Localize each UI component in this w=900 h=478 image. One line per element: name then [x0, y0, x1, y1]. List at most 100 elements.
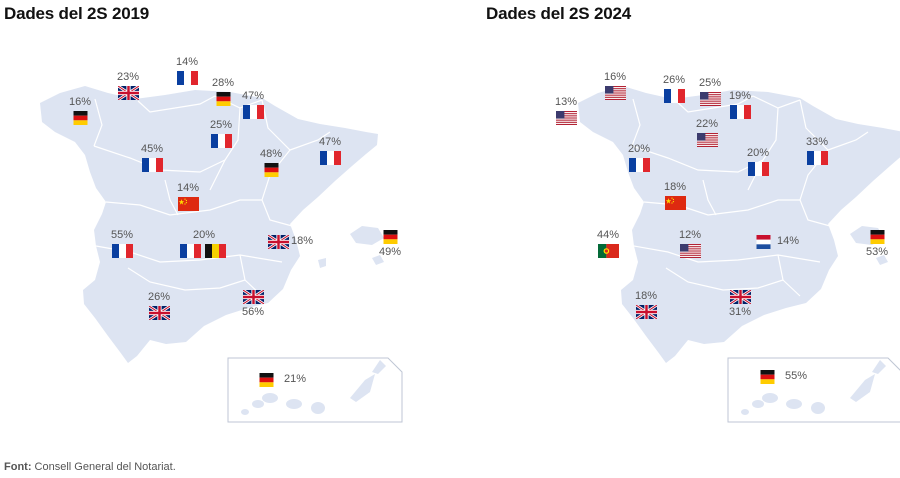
marker-2019-5: 25%	[206, 119, 236, 151]
balearic-mallorca-2019	[350, 226, 384, 245]
flag-icon	[867, 230, 888, 244]
marker-2024-5: 22%	[692, 118, 722, 150]
marker-pct: 22%	[695, 118, 719, 130]
source-text: Consell General del Notariat.	[31, 461, 176, 473]
marker-pct: 18%	[634, 290, 658, 302]
marker-pct: 53%	[865, 246, 889, 258]
panel-title-2019: Dades del 2S 2019	[4, 4, 149, 23]
marker-pct: 31%	[728, 306, 752, 318]
map-2019	[40, 86, 403, 423]
balearic-ibiza-2019	[318, 258, 326, 268]
marker-2019-8: 47%	[315, 136, 345, 168]
marker-2019-15: 18%	[263, 235, 323, 267]
marker-2019-7: 48%	[256, 148, 286, 180]
marker-pct: 47%	[318, 136, 342, 148]
marker-pct: 47%	[241, 90, 265, 102]
marker-pct: 19%	[728, 90, 752, 102]
flag-icon-belgium	[205, 244, 226, 258]
flag-icon	[665, 196, 686, 210]
marker-2024-6: 20%	[624, 143, 654, 175]
marker-2024-3: 13%	[551, 96, 581, 128]
marker-pct: 21%	[284, 373, 307, 385]
flag-icon	[753, 235, 774, 249]
flag-icon	[629, 158, 650, 172]
flag-icon	[748, 162, 769, 176]
marker-pct: 14%	[175, 56, 199, 68]
marker-pct: 14%	[777, 235, 800, 247]
flag-icon	[243, 105, 264, 119]
marker-2019-4: 47%	[238, 90, 268, 122]
marker-pct: 16%	[603, 71, 627, 83]
flag-icon	[680, 244, 701, 258]
balearic-menorca-2024	[876, 255, 888, 265]
flag-icon	[180, 244, 201, 258]
marker-2019-3: 16%	[65, 96, 95, 128]
marker-2019-16: 21%	[251, 373, 311, 405]
balearic-ibiza-2024	[820, 258, 828, 268]
marker-pct: 18%	[663, 181, 687, 193]
marker-2024-9: 18%	[660, 181, 690, 213]
flag-icon	[757, 370, 778, 384]
marker-pct: 55%	[110, 229, 134, 241]
marker-2019-9: 14%	[173, 182, 203, 214]
marker-2019-1: 23%	[113, 71, 143, 103]
marker-2024-13: 31%	[725, 289, 755, 321]
marker-2019-10: 55%	[107, 229, 137, 261]
marker-2024-0: 16%	[600, 71, 630, 103]
marker-2019-0: 14%	[172, 56, 202, 88]
marker-pct: 20%	[746, 147, 770, 159]
marker-2024-7: 20%	[743, 147, 773, 179]
source-note: Font: Consell General del Notariat.	[4, 461, 176, 473]
marker-pct: 25%	[209, 119, 233, 131]
marker-pct: 20%	[192, 229, 216, 241]
marker-pct: 48%	[259, 148, 283, 160]
flag-icon	[700, 92, 721, 106]
marker-pct: 33%	[805, 136, 829, 148]
region-borders-2019	[93, 95, 331, 297]
flag-icon	[149, 306, 170, 320]
marker-2024-4: 19%	[725, 90, 755, 122]
flag-icon	[636, 305, 657, 319]
flag-icon	[697, 133, 718, 147]
marker-2019-13: 56%	[238, 289, 268, 321]
flag-icon	[142, 158, 163, 172]
flag-icon	[320, 151, 341, 165]
marker-pct: 13%	[554, 96, 578, 108]
marker-2024-14: 53%	[862, 229, 892, 261]
marker-pct: 14%	[176, 182, 200, 194]
flag-icon	[177, 71, 198, 85]
marker-pct: 45%	[140, 143, 164, 155]
flag-icon	[380, 230, 401, 244]
flag-icon	[598, 244, 619, 258]
marker-2024-16: 55%	[752, 370, 812, 402]
marker-2019-6: 45%	[137, 143, 167, 175]
marker-pct: 16%	[68, 96, 92, 108]
marker-pct: 26%	[147, 291, 171, 303]
flag-icon	[112, 244, 133, 258]
marker-2024-2: 25%	[695, 77, 725, 109]
flag-icon	[268, 235, 289, 249]
marker-2024-12: 18%	[631, 290, 661, 322]
marker-pct: 20%	[627, 143, 651, 155]
marker-2019-12: 26%	[144, 291, 174, 323]
marker-2019-14: 49%	[375, 229, 405, 261]
marker-2019-2: 28%	[208, 77, 238, 109]
marker-2024-10: 44%	[593, 229, 623, 261]
marker-pct: 49%	[378, 246, 402, 258]
marker-2024-11: 12%	[675, 229, 705, 261]
flag-icon	[807, 151, 828, 165]
flag-icon	[730, 290, 751, 304]
marker-pct: 56%	[241, 306, 265, 318]
flag-icon	[243, 290, 264, 304]
flag-icon	[730, 105, 751, 119]
canary-islands-2024	[741, 360, 886, 415]
flag-icon	[70, 111, 91, 125]
flag-icon	[256, 373, 277, 387]
marker-pct: 25%	[698, 77, 722, 89]
flag-icon	[261, 163, 282, 177]
flag-icon	[664, 89, 685, 103]
marker-pct: 23%	[116, 71, 140, 83]
marker-2024-1: 26%	[659, 74, 689, 106]
flag-icon	[605, 86, 626, 100]
canary-islands-2019	[241, 360, 386, 415]
